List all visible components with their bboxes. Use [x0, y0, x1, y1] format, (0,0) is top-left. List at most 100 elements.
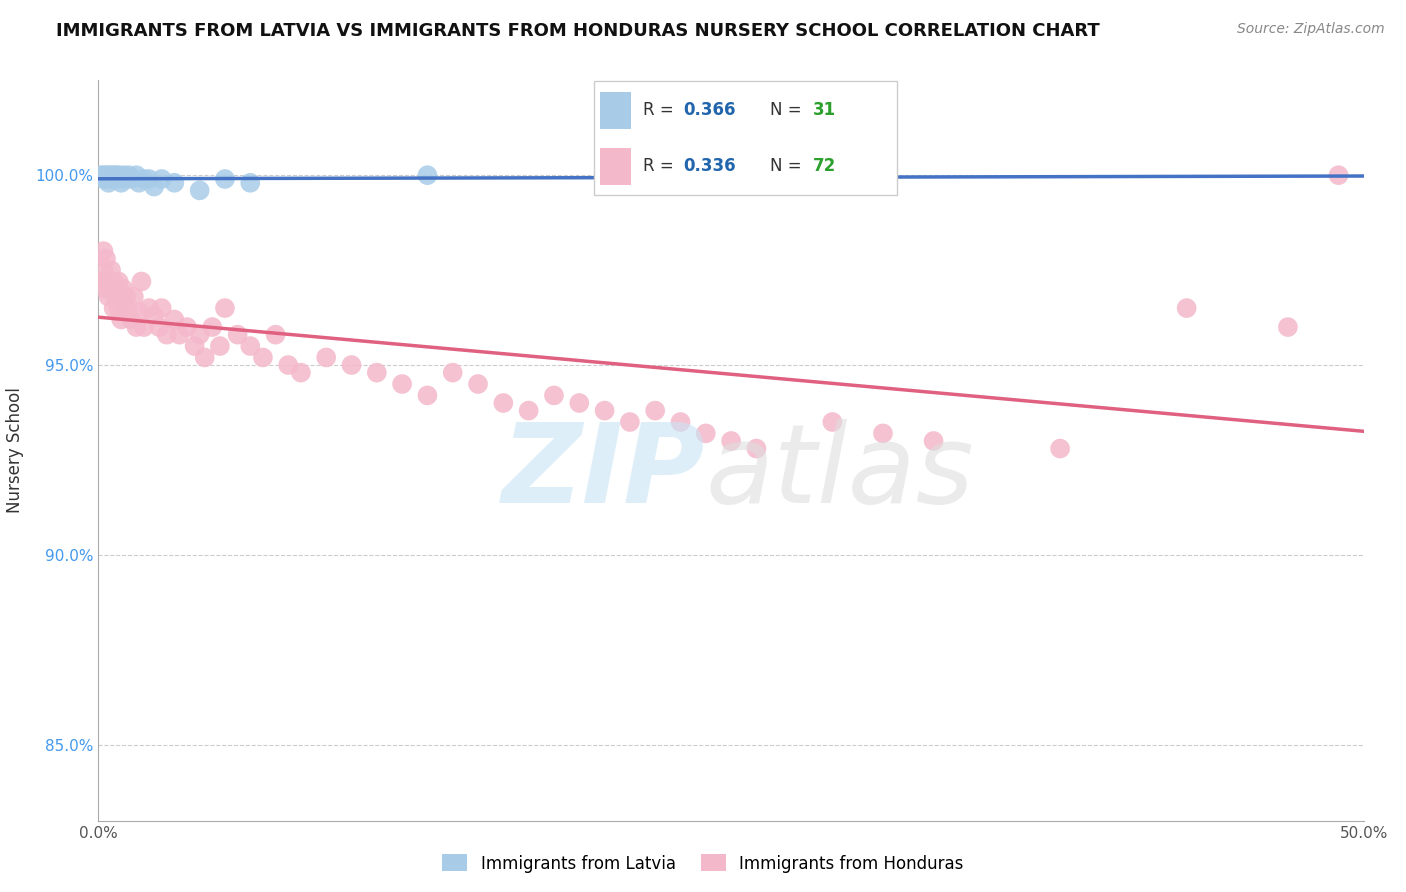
Point: [110, 290, 132, 304]
Text: 0.336: 0.336: [683, 157, 735, 175]
Point: [593, 403, 616, 417]
Text: IMMIGRANTS FROM LATVIA VS IMMIGRANTS FROM HONDURAS NURSERY SCHOOL CORRELATION CH: IMMIGRANTS FROM LATVIA VS IMMIGRANTS FRO…: [56, 22, 1099, 40]
Text: 0.366: 0.366: [683, 102, 735, 120]
FancyBboxPatch shape: [600, 147, 631, 185]
Point: [156, 327, 179, 342]
Text: R =: R =: [643, 157, 679, 175]
Point: [148, 320, 170, 334]
Point: [720, 434, 742, 448]
Point: [107, 168, 129, 182]
Point: [183, 339, 205, 353]
Point: [872, 426, 894, 441]
Point: [128, 305, 150, 319]
Point: [644, 403, 666, 417]
Point: [125, 320, 148, 334]
Point: [94, 252, 117, 266]
Point: [97, 290, 120, 304]
Text: 72: 72: [813, 157, 837, 175]
Point: [97, 168, 120, 182]
Text: atlas: atlas: [706, 419, 974, 526]
Point: [315, 351, 337, 365]
Point: [1049, 442, 1071, 456]
Point: [226, 327, 249, 342]
Point: [695, 426, 717, 441]
Point: [176, 320, 198, 334]
Point: [90, 168, 112, 182]
Point: [105, 172, 128, 186]
Point: [94, 168, 117, 182]
Point: [94, 172, 117, 186]
Point: [97, 275, 120, 289]
Point: [467, 377, 489, 392]
Point: [208, 339, 231, 353]
Text: Source: ZipAtlas.com: Source: ZipAtlas.com: [1237, 22, 1385, 37]
Text: N =: N =: [770, 157, 807, 175]
Point: [118, 305, 141, 319]
Point: [568, 396, 591, 410]
Point: [93, 168, 115, 182]
Point: [138, 301, 160, 315]
Point: [97, 176, 120, 190]
Point: [128, 176, 150, 190]
Point: [821, 415, 844, 429]
Point: [100, 282, 122, 296]
Text: N =: N =: [770, 102, 807, 120]
Point: [1327, 168, 1350, 182]
Point: [745, 442, 768, 456]
Point: [188, 327, 211, 342]
Point: [492, 396, 515, 410]
Point: [163, 312, 186, 326]
Point: [169, 327, 191, 342]
Point: [150, 301, 173, 315]
Point: [103, 172, 125, 186]
Point: [264, 327, 287, 342]
Point: [194, 351, 217, 365]
Point: [188, 183, 211, 197]
Point: [105, 290, 128, 304]
Point: [93, 263, 115, 277]
Point: [93, 244, 115, 259]
Point: [619, 415, 641, 429]
Point: [138, 172, 160, 186]
Y-axis label: Nursery School: Nursery School: [7, 387, 24, 514]
Point: [517, 403, 540, 417]
Legend: Immigrants from Latvia, Immigrants from Honduras: Immigrants from Latvia, Immigrants from …: [436, 847, 970, 880]
Point: [110, 176, 132, 190]
Point: [105, 168, 128, 182]
Text: ZIP: ZIP: [502, 419, 706, 526]
Point: [290, 366, 312, 380]
Point: [103, 168, 125, 182]
Point: [112, 168, 135, 182]
Point: [93, 172, 115, 186]
Point: [132, 320, 155, 334]
Point: [122, 290, 145, 304]
Point: [872, 168, 894, 182]
Point: [103, 301, 125, 315]
Point: [115, 290, 138, 304]
Point: [132, 172, 155, 186]
Point: [366, 366, 388, 380]
Point: [112, 172, 135, 186]
Point: [1175, 301, 1198, 315]
Point: [277, 358, 299, 372]
Point: [112, 282, 135, 296]
Point: [107, 275, 129, 289]
Point: [105, 282, 128, 296]
Point: [100, 172, 122, 186]
Point: [1277, 320, 1299, 334]
Point: [252, 351, 274, 365]
Point: [143, 309, 166, 323]
Point: [100, 168, 122, 182]
Point: [100, 263, 122, 277]
Point: [118, 168, 141, 182]
Point: [112, 297, 135, 311]
Point: [340, 358, 363, 372]
Point: [103, 275, 125, 289]
Point: [416, 168, 439, 182]
Point: [120, 312, 142, 326]
Text: R =: R =: [643, 102, 679, 120]
Point: [131, 275, 153, 289]
Point: [239, 339, 262, 353]
Point: [239, 176, 262, 190]
Point: [416, 388, 439, 402]
